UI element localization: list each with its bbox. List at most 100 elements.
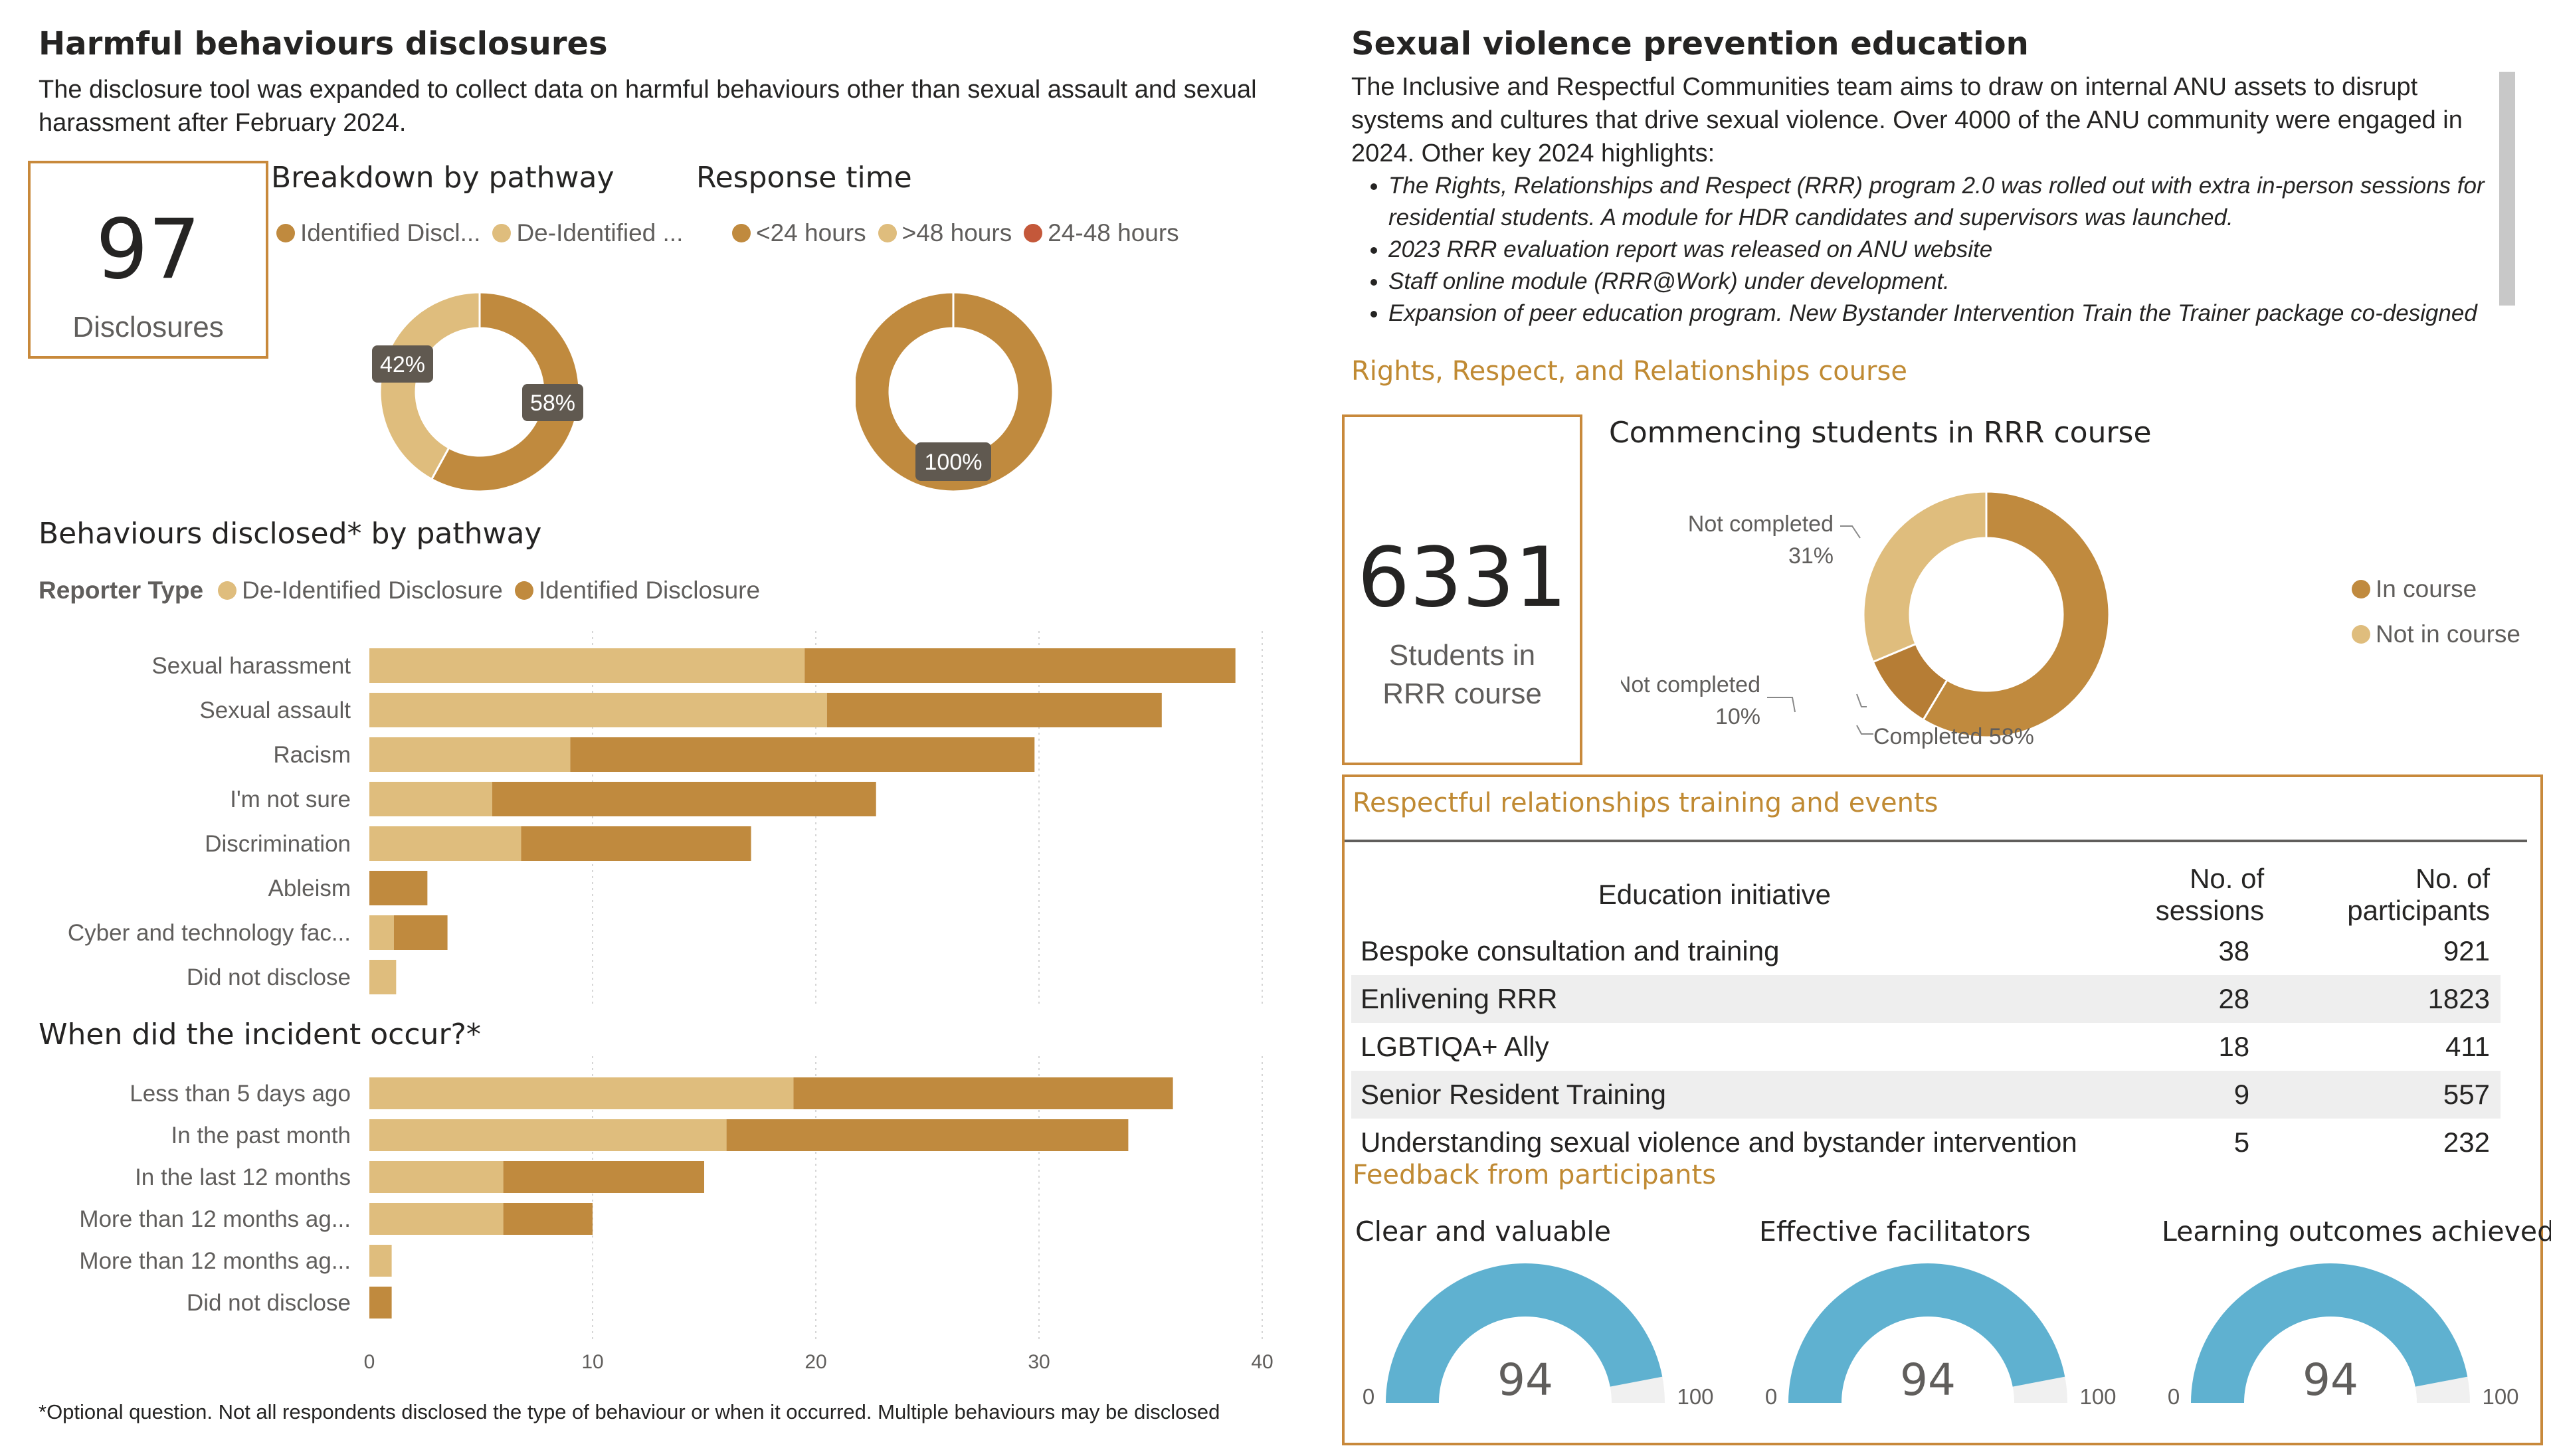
bar-identified[interactable]: [570, 737, 1035, 772]
legend-not-in-course[interactable]: Not in course: [2352, 620, 2520, 648]
bar-identified[interactable]: [369, 1287, 392, 1319]
category-label: Did not disclose: [187, 1290, 351, 1316]
table-row[interactable]: Understanding sexual violence and bystan…: [1351, 1119, 2501, 1166]
bar-deidentified[interactable]: [369, 648, 805, 683]
gauge-value: 94: [1900, 1354, 1956, 1406]
bar-deidentified[interactable]: [369, 737, 571, 772]
feedback-title: Feedback from participants: [1353, 1160, 1717, 1190]
left-intro: The disclosure tool was expanded to coll…: [39, 76, 1257, 137]
commencing-slice-0[interactable]: [1921, 490, 2111, 739]
bar-deidentified[interactable]: [369, 782, 492, 816]
bar-deidentified[interactable]: [369, 915, 394, 950]
pathway-slice-0[interactable]: [430, 291, 581, 493]
cell-sessions: 28: [2218, 983, 2250, 1014]
legend-identified[interactable]: Identified Discl...: [276, 219, 480, 247]
bar-identified[interactable]: [826, 693, 1162, 727]
incident-title: When did the incident occur?*: [39, 1018, 481, 1051]
bar-identified[interactable]: [521, 826, 751, 861]
x-tick-label: 0: [364, 1351, 375, 1373]
table-row[interactable]: Bespoke consultation and training 38 921: [1351, 927, 2501, 975]
disclosures-label: Disclosures: [72, 311, 224, 343]
behaviours-legend: Reporter Type De-Identified Disclosure I…: [39, 577, 772, 604]
category-label: Ableism: [268, 875, 351, 901]
label-not-completed-10: Not completed: [1621, 672, 1760, 697]
highlights-list: The Rights, Relationships and Respect (R…: [1351, 170, 2507, 329]
x-tick-label: 10: [581, 1351, 603, 1373]
table-row[interactable]: Enlivening RRR 28 1823: [1351, 975, 2501, 1023]
bar-identified[interactable]: [503, 1203, 593, 1235]
pathway-slice-1[interactable]: [379, 291, 481, 481]
svg-text:42%: 42%: [380, 352, 425, 377]
category-label: Discrimination: [205, 831, 351, 857]
category-label: Racism: [273, 742, 351, 768]
gauge-min: 0: [1363, 1384, 1374, 1409]
scrollbar-thumb[interactable]: [2499, 72, 2515, 306]
gauge-min: 0: [1765, 1384, 1777, 1409]
gauge-fill[interactable]: [1788, 1263, 2065, 1403]
svg-text:58%: 58%: [530, 391, 575, 416]
cell-initiative: Bespoke consultation and training: [1361, 935, 1780, 966]
response-slice-0[interactable]: [856, 291, 1054, 493]
legend-lt24[interactable]: <24 hours: [732, 219, 866, 247]
bar-deidentified[interactable]: [369, 1203, 504, 1235]
gauge-fill[interactable]: [1386, 1263, 1663, 1403]
bar-deidentified[interactable]: [369, 960, 397, 994]
legend-in-course[interactable]: In course: [2352, 575, 2477, 603]
cell-initiative: Senior Resident Training: [1361, 1079, 1666, 1110]
legend-deidentified-disclosure[interactable]: De-Identified Disclosure: [218, 577, 503, 604]
category-label: In the last 12 months: [135, 1164, 351, 1190]
bar-deidentified[interactable]: [369, 1077, 794, 1109]
col-header-initiative[interactable]: Education initiative: [1598, 879, 1831, 910]
cell-participants: 921: [2443, 935, 2490, 966]
bar-identified[interactable]: [503, 1161, 704, 1193]
gauge-fill[interactable]: [2191, 1263, 2468, 1403]
rrr-students-label: Students in RRR course: [1382, 639, 1542, 710]
gauge-max: 100: [2079, 1384, 2116, 1409]
legend-identified-disclosure[interactable]: Identified Disclosure: [514, 577, 760, 604]
bar-deidentified[interactable]: [369, 826, 521, 861]
x-tick-label: 20: [804, 1351, 826, 1373]
highlight-item: 2023 RRR evaluation report was released …: [1388, 234, 2507, 266]
gauge-max: 100: [2482, 1384, 2518, 1409]
response-label-100: 100%: [915, 442, 991, 481]
bar-deidentified[interactable]: [369, 1161, 504, 1193]
col-header-sessions[interactable]: No. of sessions: [2155, 863, 2265, 926]
behaviours-title: Behaviours disclosed* by pathway: [39, 517, 542, 551]
gauge-track: [1610, 1376, 1665, 1403]
bar-identified[interactable]: [804, 648, 1236, 683]
bar-deidentified[interactable]: [369, 693, 827, 727]
highlight-item: Staff online module (RRR@Work) under dev…: [1388, 266, 2507, 298]
legend-deidentified[interactable]: De-Identified ...: [492, 219, 683, 247]
pathway-label-58: 58%: [522, 384, 583, 421]
right-intro: The Inclusive and Respectful Communities…: [1351, 73, 2463, 167]
rrr-students-value: 6331: [1357, 530, 1567, 626]
cell-participants: 232: [2443, 1127, 2490, 1158]
svg-text:100%: 100%: [925, 450, 983, 475]
bar-identified[interactable]: [492, 782, 876, 816]
cell-sessions: 5: [2233, 1127, 2250, 1158]
bar-identified[interactable]: [393, 915, 448, 950]
legend-gt48[interactable]: >48 hours: [878, 219, 1012, 247]
category-label: More than 12 months ag...: [79, 1206, 351, 1232]
col-header-participants[interactable]: No. of participants: [2347, 863, 2490, 926]
gauge-track: [2012, 1376, 2067, 1403]
bar-deidentified[interactable]: [369, 1245, 392, 1277]
gauge-title-facilitators: Effective facilitators: [1759, 1216, 2031, 1247]
training-card: [1342, 774, 2543, 1445]
cell-initiative: Enlivening RRR: [1361, 983, 1558, 1014]
category-label: Less than 5 days ago: [130, 1081, 351, 1107]
behaviours-chart: Sexual harassment Sexual assault Racism I'm…: [68, 631, 1263, 1006]
highlights-scroll-area[interactable]: The Inclusive and Respectful Communities…: [1351, 70, 2507, 336]
legend-24-48[interactable]: 24-48 hours: [1024, 219, 1179, 247]
bar-identified[interactable]: [793, 1077, 1173, 1109]
table-row[interactable]: LGBTIQA+ Ally 18 411: [1351, 1023, 2501, 1071]
commencing-slice-2[interactable]: [1862, 490, 1988, 664]
disclosures-value: 97: [96, 202, 201, 298]
bar-deidentified[interactable]: [369, 1119, 727, 1151]
pathway-title: Breakdown by pathway: [271, 161, 614, 195]
table-row[interactable]: Senior Resident Training 9 557: [1351, 1071, 2501, 1119]
highlight-item: Expansion of peer education program. New…: [1388, 298, 2507, 329]
bar-identified[interactable]: [369, 871, 428, 905]
gauge-title-outcomes: Learning outcomes achieved: [2162, 1216, 2551, 1247]
bar-identified[interactable]: [726, 1119, 1129, 1151]
